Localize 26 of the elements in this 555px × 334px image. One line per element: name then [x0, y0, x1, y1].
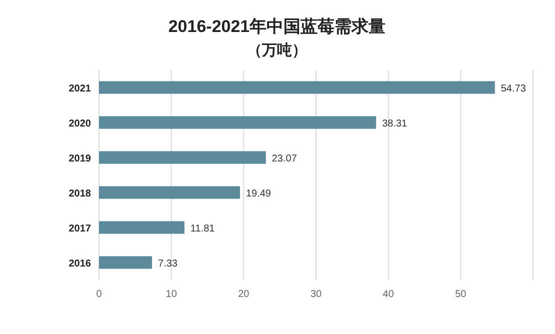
x-tick-label: 20 [238, 289, 250, 300]
bar [99, 256, 152, 269]
y-tick-label: 2021 [68, 84, 92, 94]
bar [99, 116, 376, 129]
x-tick-label: 30 [310, 289, 322, 300]
bar [99, 186, 240, 199]
y-tick-label: 2017 [68, 224, 92, 234]
chart-title: 2016-2021年中国蓝莓需求量 [168, 17, 386, 36]
data-label: 11.81 [190, 224, 216, 234]
y-tick-label: 2016 [68, 258, 92, 270]
x-tick-label: 40 [382, 289, 394, 300]
x-tick-label: 10 [166, 289, 178, 300]
data-label: 54.73 [500, 84, 526, 94]
bar [99, 151, 266, 164]
y-tick-label: 2020 [68, 118, 92, 130]
x-tick-label: 0 [96, 289, 102, 300]
bar [99, 81, 495, 94]
y-tick-label: 2019 [68, 154, 92, 164]
x-tick-label: 50 [455, 289, 467, 300]
y-tick-label: 2018 [68, 188, 92, 200]
data-label: 7.33 [158, 258, 178, 270]
data-label: 23.07 [272, 154, 298, 164]
data-label: 19.49 [246, 188, 272, 200]
bar [99, 221, 184, 234]
chart-subtitle: （万吨） [247, 42, 307, 59]
data-label: 38.31 [382, 118, 408, 130]
